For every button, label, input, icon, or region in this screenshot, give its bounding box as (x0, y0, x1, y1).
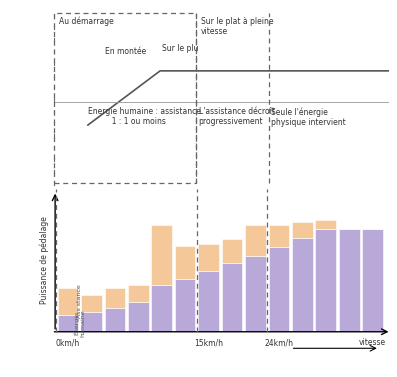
Bar (58, 288, 78, 315)
Text: 15km/h: 15km/h (194, 339, 223, 347)
Bar (292, 222, 313, 238)
Text: Énergie
humaine: Énergie humaine (74, 309, 86, 337)
Bar (269, 225, 289, 247)
Text: Sur le plat à pleine
vitesse: Sur le plat à pleine vitesse (201, 17, 274, 36)
Bar (362, 229, 383, 332)
Bar (175, 246, 195, 279)
Text: Seule l'énergie
physique intervient: Seule l'énergie physique intervient (271, 107, 346, 127)
Text: En montée: En montée (105, 48, 146, 56)
Bar (104, 308, 125, 332)
Text: Ass stance: Ass stance (77, 284, 82, 318)
Bar (128, 302, 148, 332)
Bar (316, 229, 336, 332)
Bar (151, 285, 172, 332)
Bar (175, 279, 195, 332)
Bar (104, 288, 125, 308)
Bar (222, 239, 242, 264)
Text: L'assistance décroît
progressivement: L'assistance décroît progressivement (198, 107, 275, 126)
Bar (339, 229, 360, 332)
Bar (58, 315, 78, 332)
Bar (245, 256, 266, 332)
Bar (128, 285, 148, 302)
Bar (245, 225, 266, 256)
Text: Energie humaine : assistance
          1 : 1 ou moins: Energie humaine : assistance 1 : 1 ou mo… (88, 107, 200, 126)
Bar (198, 244, 219, 271)
Bar (54, 13, 196, 183)
Text: Sur le plu: Sur le plu (162, 44, 201, 53)
Text: 24km/h: 24km/h (264, 339, 293, 347)
Bar (81, 312, 102, 332)
Y-axis label: Puissance de pédalage: Puissance de pédalage (39, 216, 49, 304)
Text: 0km/h: 0km/h (56, 339, 80, 347)
Bar (151, 225, 172, 285)
Bar (198, 271, 219, 332)
Text: Au démarrage: Au démarrage (59, 17, 114, 26)
Text: vitesse: vitesse (359, 339, 386, 347)
Bar (292, 238, 313, 332)
Bar (222, 264, 242, 332)
Bar (81, 296, 102, 312)
Bar (269, 247, 289, 332)
Bar (316, 221, 336, 229)
